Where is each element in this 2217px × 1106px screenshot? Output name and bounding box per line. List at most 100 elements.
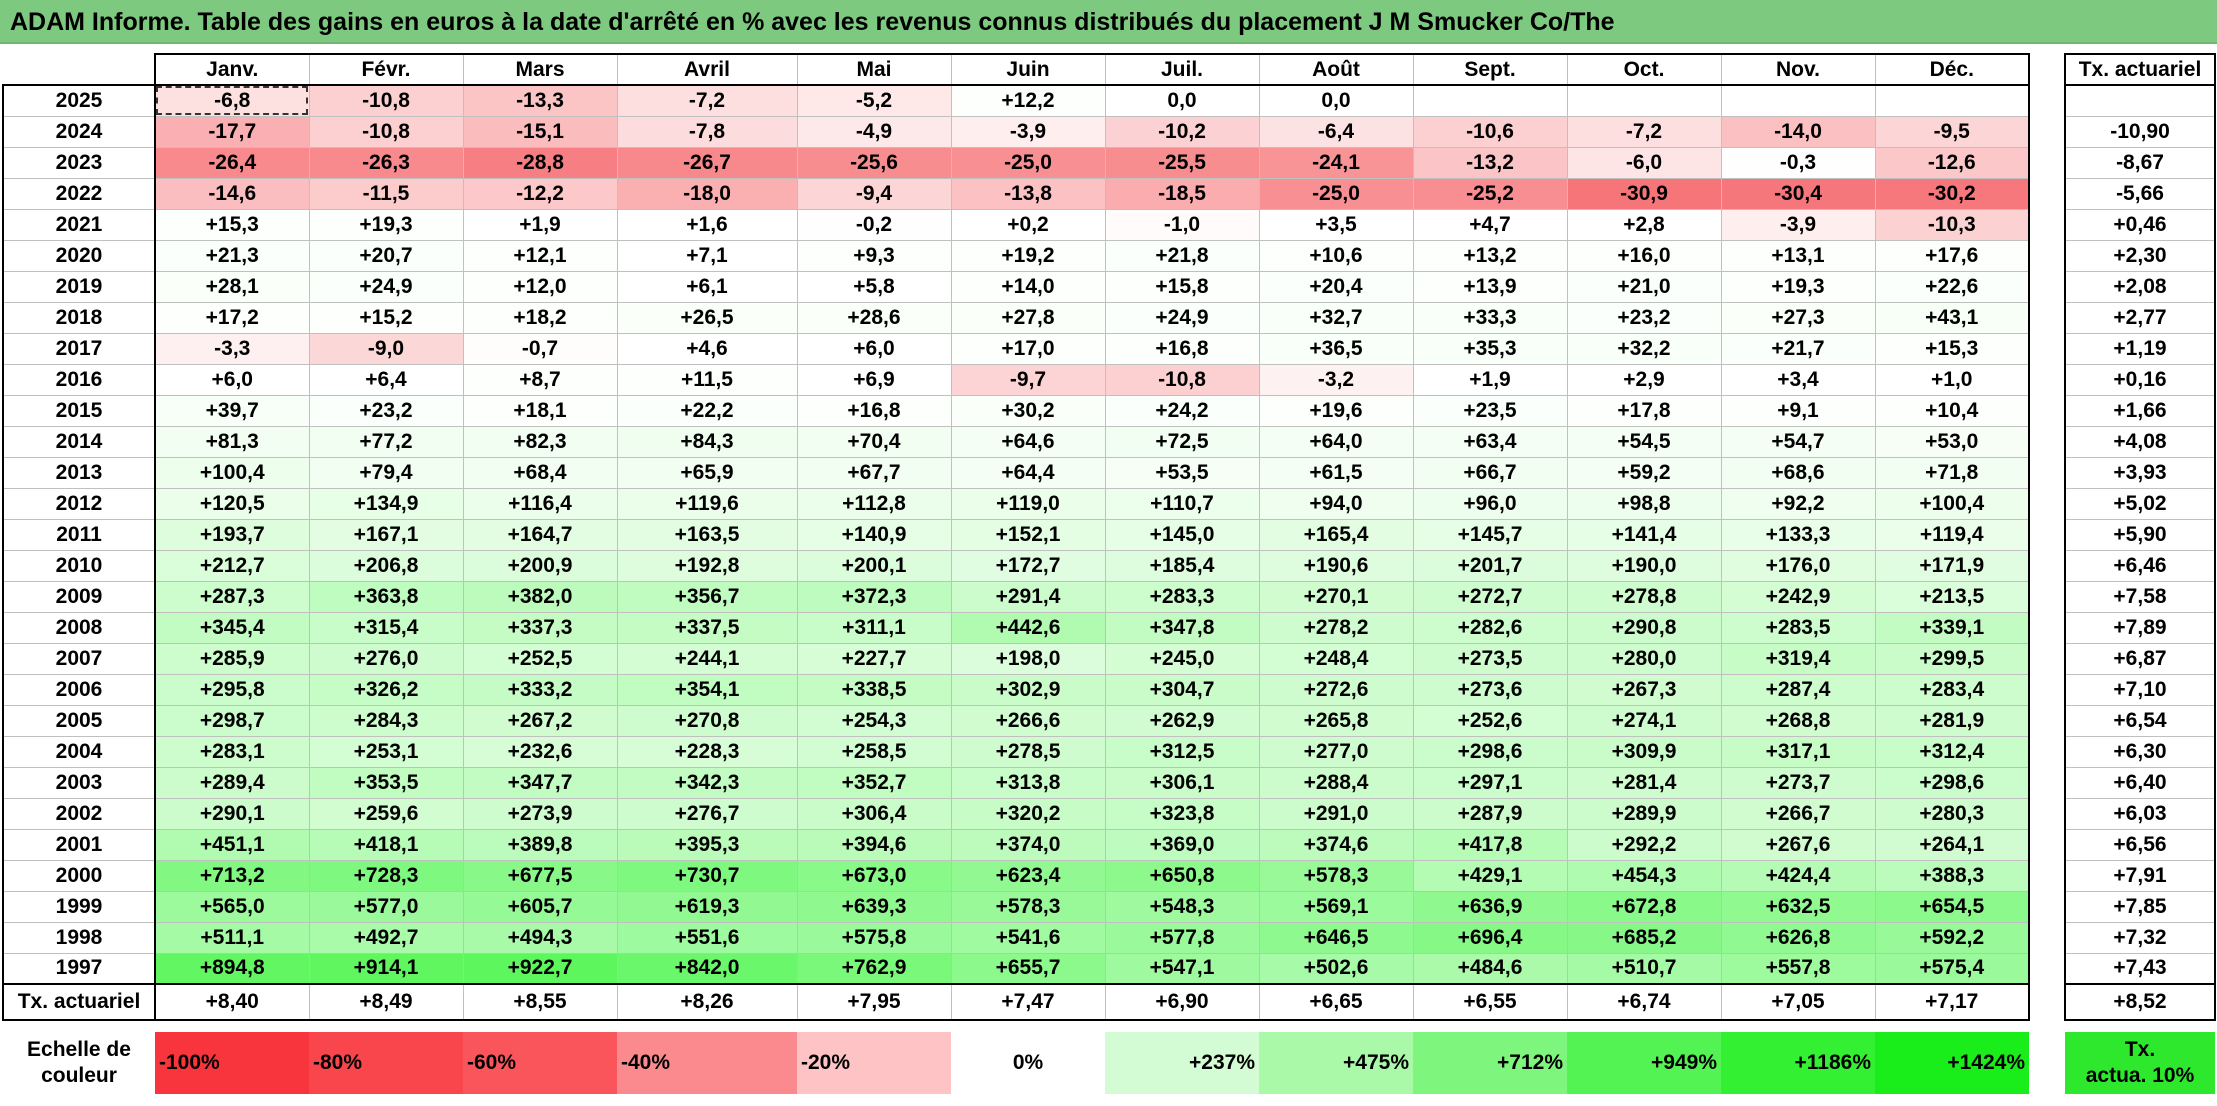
- tx-cell: +6,87: [2064, 642, 2216, 675]
- column-gap: [2029, 736, 2065, 767]
- value-cell: +15,3: [1874, 332, 2030, 365]
- color-scale-swatch: +475%: [1259, 1032, 1413, 1094]
- value-cell: +67,7: [796, 456, 952, 489]
- table-row: 2001 +451,1 +418,1 +389,8 +395,3 +394,6 +374,0…: [2, 828, 2216, 861]
- summary-tx: +8,52: [2064, 983, 2216, 1021]
- value-cell: +276,7: [616, 797, 798, 830]
- value-cell: +382,0: [462, 580, 618, 613]
- year-label: 2007: [2, 642, 156, 675]
- value-cell: +32,2: [1566, 332, 1722, 365]
- value-cell: +212,7: [154, 549, 310, 582]
- value-cell: +65,9: [616, 456, 798, 489]
- value-cell: +61,5: [1258, 456, 1414, 489]
- value-cell: -3,2: [1258, 363, 1414, 396]
- column-gap: [2029, 488, 2065, 519]
- value-cell: +677,5: [462, 859, 618, 892]
- value-cell: +429,1: [1412, 859, 1568, 892]
- tx-cell: +7,58: [2064, 580, 2216, 613]
- value-cell: +273,6: [1412, 673, 1568, 706]
- value-cell: +244,1: [616, 642, 798, 675]
- value-cell: +18,1: [462, 394, 618, 427]
- value-cell: [1720, 84, 1876, 117]
- value-cell: +267,2: [462, 704, 618, 737]
- spacer-cell: [463, 1020, 617, 1032]
- value-cell: +39,7: [154, 394, 310, 427]
- column-gap: [2029, 984, 2065, 1020]
- value-cell: +290,1: [154, 797, 310, 830]
- month-header: Févr.: [308, 53, 464, 86]
- value-cell: +2,8: [1566, 208, 1722, 241]
- value-cell: +285,9: [154, 642, 310, 675]
- value-cell: -4,9: [796, 115, 952, 148]
- year-label: 2024: [2, 115, 156, 148]
- color-scale-label-line2: couleur: [41, 1064, 117, 1087]
- value-cell: +728,3: [308, 859, 464, 892]
- column-gap: [2029, 1032, 2065, 1094]
- color-scale-label: Echelle de couleur: [3, 1032, 155, 1094]
- value-cell: +319,4: [1720, 642, 1876, 675]
- value-cell: +389,8: [462, 828, 618, 861]
- value-cell: +374,0: [950, 828, 1106, 861]
- summary-cell: +6,65: [1258, 983, 1414, 1021]
- value-cell: +654,5: [1874, 890, 2030, 923]
- value-cell: +454,3: [1566, 859, 1722, 892]
- value-cell: -17,7: [154, 115, 310, 148]
- column-gap: [2029, 519, 2065, 550]
- value-cell: +15,8: [1104, 270, 1260, 303]
- tx-cell: +2,30: [2064, 239, 2216, 272]
- tx-cell: +4,08: [2064, 425, 2216, 458]
- year-label: 2005: [2, 704, 156, 737]
- value-cell: +6,9: [796, 363, 952, 396]
- value-cell: +54,7: [1720, 425, 1876, 458]
- value-cell: +192,8: [616, 549, 798, 582]
- value-cell: -3,9: [1720, 208, 1876, 241]
- year-label: 2017: [2, 332, 156, 365]
- value-cell: +673,0: [796, 859, 952, 892]
- value-cell: -24,1: [1258, 146, 1414, 179]
- value-cell: +68,6: [1720, 456, 1876, 489]
- summary-cell: +8,40: [154, 983, 310, 1021]
- value-cell: +232,6: [462, 735, 618, 768]
- year-label: 2002: [2, 797, 156, 830]
- column-gap: [2029, 178, 2065, 209]
- value-cell: +167,1: [308, 518, 464, 551]
- column-gap: [2029, 643, 2065, 674]
- value-cell: +82,3: [462, 425, 618, 458]
- spacer-cell: [2029, 1020, 2065, 1032]
- value-cell: +311,1: [796, 611, 952, 644]
- value-cell: +274,1: [1566, 704, 1722, 737]
- year-label: 2008: [2, 611, 156, 644]
- column-gap: [2029, 860, 2065, 891]
- value-cell: +10,4: [1874, 394, 2030, 427]
- value-cell: +252,5: [462, 642, 618, 675]
- value-cell: +333,2: [462, 673, 618, 706]
- value-cell: +172,7: [950, 549, 1106, 582]
- value-cell: +541,6: [950, 921, 1106, 954]
- year-label: 2020: [2, 239, 156, 272]
- value-cell: +1,9: [462, 208, 618, 241]
- month-header: Janv.: [154, 53, 310, 86]
- value-cell: +3,5: [1258, 208, 1414, 241]
- value-cell: +13,2: [1412, 239, 1568, 272]
- value-cell: +63,4: [1412, 425, 1568, 458]
- value-cell: +272,6: [1258, 673, 1414, 706]
- value-cell: +110,7: [1104, 487, 1260, 520]
- value-cell: +100,4: [1874, 487, 2030, 520]
- month-header: Juin: [950, 53, 1106, 86]
- value-cell: +119,6: [616, 487, 798, 520]
- month-header: Avril: [616, 53, 798, 86]
- value-cell: +81,3: [154, 425, 310, 458]
- value-cell: +77,2: [308, 425, 464, 458]
- summary-cell: +8,49: [308, 983, 464, 1021]
- table-row: 2023 -26,4 -26,3 -28,8 -26,7 -25,6 -25,0 -25,5-…: [2, 146, 2216, 179]
- value-cell: +1,9: [1412, 363, 1568, 396]
- value-cell: -10,8: [308, 84, 464, 117]
- value-cell: +277,0: [1258, 735, 1414, 768]
- table-row: 2004 +283,1 +253,1 +232,6 +228,3 +258,5 +278,5…: [2, 735, 2216, 768]
- table-row: 2014 +81,3 +77,2 +82,3 +84,3 +70,4 +64,6 +72,5 +…: [2, 425, 2216, 458]
- color-scale-tx-line2: actua. 10%: [2085, 1064, 2195, 1087]
- value-cell: -25,6: [796, 146, 952, 179]
- value-cell: -7,8: [616, 115, 798, 148]
- column-gap: [2029, 116, 2065, 147]
- value-cell: +64,4: [950, 456, 1106, 489]
